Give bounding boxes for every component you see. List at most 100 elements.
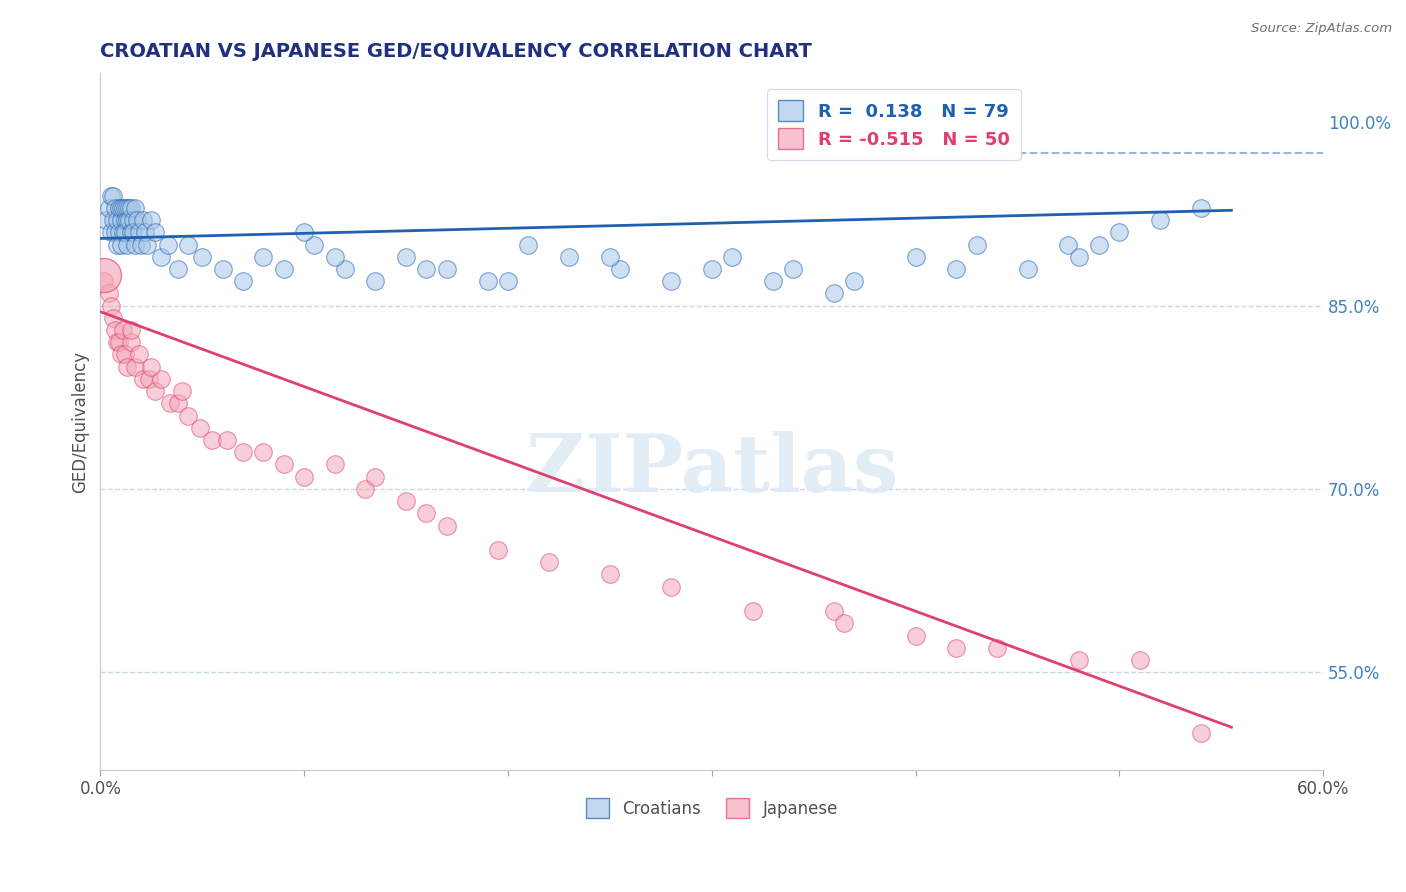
Point — [537, 555, 560, 569]
Point — [145, 225, 167, 239]
Point — [100, 299, 122, 313]
Point — [122, 225, 145, 239]
Point — [1057, 237, 1080, 252]
Point — [132, 213, 155, 227]
Point — [659, 274, 682, 288]
Text: ZIPatlas: ZIPatlas — [526, 432, 898, 509]
Text: Source: ZipAtlas.com: Source: ZipAtlas.com — [1251, 22, 1392, 36]
Point — [150, 372, 173, 386]
Point — [105, 237, 128, 252]
Point — [166, 262, 188, 277]
Point — [120, 225, 142, 239]
Point — [110, 237, 132, 252]
Point — [721, 250, 744, 264]
Point — [517, 237, 540, 252]
Point — [215, 433, 238, 447]
Point — [100, 188, 122, 202]
Point — [1149, 213, 1171, 227]
Y-axis label: GED/Equivalency: GED/Equivalency — [72, 351, 89, 492]
Point — [273, 458, 295, 472]
Point — [93, 268, 115, 282]
Point — [110, 347, 132, 361]
Point — [741, 604, 763, 618]
Point — [114, 201, 136, 215]
Point — [292, 469, 315, 483]
Point — [354, 482, 377, 496]
Point — [122, 213, 145, 227]
Point — [415, 507, 437, 521]
Point — [115, 213, 138, 227]
Point — [93, 274, 115, 288]
Point — [104, 201, 127, 215]
Text: CROATIAN VS JAPANESE GED/EQUIVALENCY CORRELATION CHART: CROATIAN VS JAPANESE GED/EQUIVALENCY COR… — [100, 42, 813, 61]
Point — [904, 250, 927, 264]
Point — [782, 262, 804, 277]
Point — [138, 372, 160, 386]
Point — [132, 372, 155, 386]
Point — [364, 469, 387, 483]
Point — [415, 262, 437, 277]
Point — [156, 237, 179, 252]
Point — [111, 201, 134, 215]
Point — [1189, 201, 1212, 215]
Point — [273, 262, 295, 277]
Point — [111, 323, 134, 337]
Point — [124, 237, 146, 252]
Point — [118, 201, 141, 215]
Point — [986, 640, 1008, 655]
Point — [659, 580, 682, 594]
Point — [107, 335, 129, 350]
Point — [832, 616, 855, 631]
Point — [100, 225, 122, 239]
Point — [966, 237, 988, 252]
Point — [232, 445, 254, 459]
Point — [128, 347, 150, 361]
Point — [129, 237, 152, 252]
Point — [211, 262, 233, 277]
Point — [114, 225, 136, 239]
Point — [177, 237, 200, 252]
Point — [105, 335, 128, 350]
Point — [599, 567, 621, 582]
Point — [150, 250, 173, 264]
Point — [118, 213, 141, 227]
Point — [323, 250, 346, 264]
Point — [124, 201, 146, 215]
Point — [364, 274, 387, 288]
Point — [1189, 726, 1212, 740]
Point — [115, 359, 138, 374]
Point — [110, 201, 132, 215]
Point — [252, 445, 274, 459]
Point — [125, 213, 148, 227]
Point — [558, 250, 581, 264]
Point — [145, 384, 167, 399]
Point — [323, 458, 346, 472]
Point — [101, 310, 124, 325]
Point — [599, 250, 621, 264]
Point — [111, 225, 134, 239]
Point — [201, 433, 224, 447]
Point — [395, 250, 418, 264]
Point — [191, 250, 214, 264]
Legend: Croatians, Japanese: Croatians, Japanese — [579, 792, 845, 824]
Point — [486, 543, 509, 558]
Point — [114, 347, 136, 361]
Point — [101, 188, 124, 202]
Point — [945, 640, 967, 655]
Point — [1108, 225, 1130, 239]
Point — [188, 421, 211, 435]
Point — [107, 201, 129, 215]
Point — [141, 359, 163, 374]
Point — [114, 213, 136, 227]
Point — [170, 384, 193, 399]
Point — [477, 274, 499, 288]
Point — [252, 250, 274, 264]
Point — [97, 286, 120, 301]
Point — [104, 323, 127, 337]
Point — [120, 201, 142, 215]
Point — [395, 494, 418, 508]
Point — [124, 359, 146, 374]
Point — [945, 262, 967, 277]
Point — [304, 237, 326, 252]
Point — [96, 213, 118, 227]
